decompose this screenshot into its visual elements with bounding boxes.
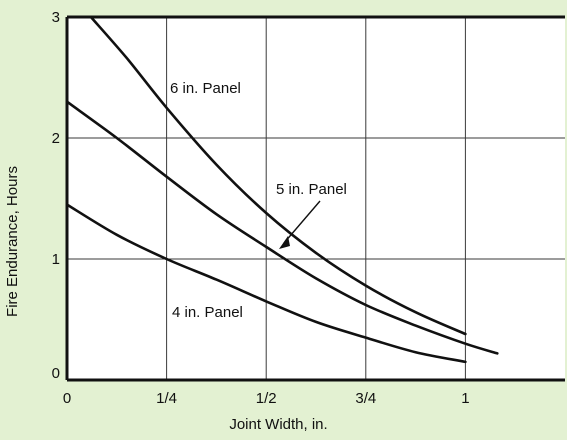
x-tick-label: 3/4 <box>355 390 376 407</box>
series-label-6in-panel: 6 in. Panel <box>170 80 241 97</box>
x-tick-label: 1/2 <box>256 390 277 407</box>
x-axis-title: Joint Width, in. <box>229 416 327 433</box>
series-label-5in-panel: 5 in. Panel <box>276 181 347 198</box>
series-line-5in-panel <box>65 100 499 355</box>
y-tick-label: 3 <box>52 9 60 26</box>
series-label-leader-line <box>283 200 321 244</box>
y-tick-label: 1 <box>52 251 60 268</box>
x-tick-label: 1 <box>461 390 469 407</box>
arrowhead-icon <box>279 236 290 249</box>
x-tick-label: 1/4 <box>156 390 177 407</box>
series-label-4in-panel: 4 in. Panel <box>172 304 243 321</box>
series-line-6in-panel <box>89 15 467 336</box>
y-tick-label: 2 <box>52 130 60 147</box>
plot-background <box>67 17 565 380</box>
x-tick-label: 0 <box>63 390 71 407</box>
series-line-4in-panel <box>65 203 467 364</box>
y-tick-label: 0 <box>52 365 60 382</box>
y-axis-title: Fire Endurance, Hours <box>4 166 21 317</box>
plot-area: 0 1/4 1/2 3/4 1 0 1 2 3 6 in. Panel 5 in. Panel 4 i… <box>52 9 565 407</box>
